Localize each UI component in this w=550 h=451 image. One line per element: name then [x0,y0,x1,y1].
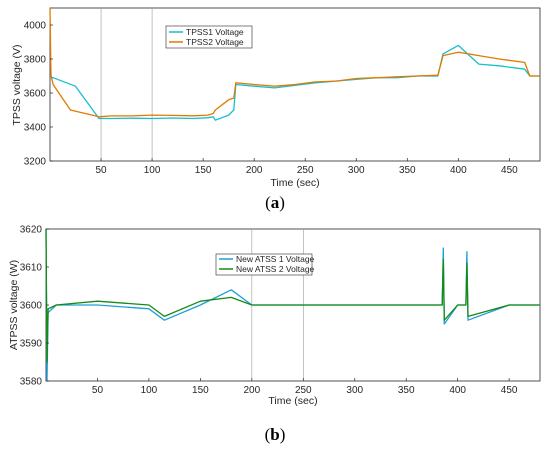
y-tick-label-b: 3610 [20,263,43,274]
x-tick-label-a: 200 [246,165,263,176]
caption-b: (b) [265,425,286,444]
series-group-b [45,228,540,382]
series-line-b-2 [45,228,540,363]
x-axis-label-a: Time (sec) [270,177,319,189]
y-axis-label-a: TPSS voltage (V) [11,44,23,125]
x-tick-label-b: 100 [141,385,158,396]
legend-box-a [165,25,253,49]
x-tick-label-b: 150 [192,385,209,396]
ticks-a: 50 100 150 200 250 300 350 400 450 3200 3400 3600 38… [24,21,518,177]
x-tick-label-a: 250 [297,165,314,176]
x-tick-label-b: 450 [501,385,518,396]
x-tick-label-b: 50 [92,385,104,396]
x-tick-label-b: 400 [449,385,466,396]
y-tick-label-a: 3400 [24,123,47,134]
ticks-b: 50 100 150 200 250 300 350 400 450 3580 3590 3600 36… [20,225,518,397]
x-axis-label-b: Time (sec) [268,395,317,407]
series-line-a-1 [50,44,540,121]
x-tick-label-a: 50 [95,165,107,176]
y-tick-label-b: 3600 [20,301,43,312]
x-tick-label-a: 350 [399,165,416,176]
y-tick-label-a: 4000 [24,21,47,32]
chart-b: 50 100 150 200 250 300 350 400 450 3580 3590 3600 36… [8,225,541,444]
x-tick-label-b: 300 [346,385,363,396]
y-tick-label-a: 3200 [24,157,47,168]
legend-b: New ATSS 1 Voltage New ATSS 2 Voltage [215,253,315,276]
legend-a: TPSS1 Voltage TPSS2 Voltage [165,25,253,49]
y-tick-label-a: 3800 [24,55,47,66]
series-group-a [49,7,540,121]
caption-a: (a) [265,193,285,212]
x-tick-label-b: 350 [398,385,415,396]
legend-label-atss2: New ATSS 2 Voltage [236,264,315,274]
x-tick-label-a: 400 [450,165,467,176]
legend-label-atss1: New ATSS 1 Voltage [236,254,315,264]
x-tick-label-a: 450 [501,165,518,176]
y-axis-label-b: ATPSS voltage (W) [8,260,20,350]
y-tick-label-b: 3580 [20,377,43,388]
chart-a: 50 100 150 200 250 300 350 400 450 3200 3400 3600 38… [11,7,541,212]
y-tick-label-b: 3590 [20,339,43,350]
x-tick-label-a: 100 [144,165,161,176]
grid-a [100,8,153,161]
y-tick-label-a: 3600 [24,89,47,100]
legend-label-tpss2: TPSS2 Voltage [186,37,244,47]
x-tick-label-b: 250 [295,385,312,396]
x-tick-label-a: 150 [195,165,212,176]
series-line-a-2 [49,7,540,118]
legend-label-tpss1: TPSS1 Voltage [186,27,244,37]
x-tick-label-b: 200 [243,385,260,396]
y-tick-label-b: 3620 [20,225,43,236]
x-tick-label-a: 300 [348,165,365,176]
legend-box-b [215,253,313,276]
